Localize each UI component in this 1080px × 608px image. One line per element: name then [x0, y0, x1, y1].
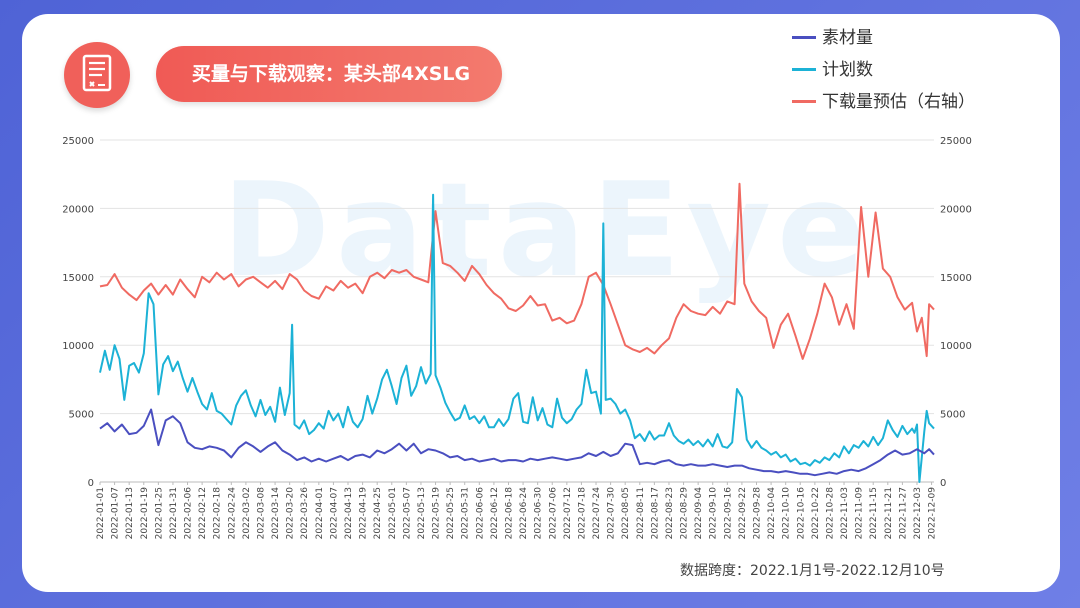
data-range-note: 数据跨度：2022.1月1号-2022.12月10号: [680, 563, 945, 579]
legend-label-materials: 素材量: [822, 28, 873, 48]
document-icon: [64, 42, 130, 108]
x-tick-label: 2022-04-07: [329, 487, 339, 539]
x-tick-label: 2022-01-01: [96, 487, 106, 539]
x-tick-label: 2022-11-09: [855, 487, 865, 540]
y-tick-label: 0: [88, 478, 94, 489]
y2-tick-label: 10000: [940, 341, 972, 352]
x-tick-label: 2022-08-05: [621, 487, 631, 539]
x-tick-label: 2022-09-28: [753, 487, 763, 540]
x-tick-label: 2022-06-24: [519, 487, 529, 540]
x-tick-label: 2022-07-24: [592, 487, 602, 540]
y2-tick-label: 15000: [940, 273, 972, 284]
x-tick-label: 2022-01-19: [140, 487, 150, 540]
series-downloads-line: [99, 182, 935, 360]
x-tick-label: 2022-10-10: [782, 487, 792, 540]
x-tick-label: 2022-03-08: [256, 487, 266, 540]
chart-legend: 素材量 计划数 下载量预估（右轴）: [792, 24, 1032, 124]
x-tick-label: 2022-08-29: [680, 487, 690, 540]
x-tick-label: 2022-09-04: [694, 487, 704, 540]
x-tick-label: 2022-03-14: [271, 487, 281, 540]
y-tick-label: 5000: [69, 410, 94, 421]
legend-label-plans: 计划数: [822, 60, 873, 80]
x-tick-label: 2022-12-03: [913, 487, 923, 539]
x-tick-label: 2022-02-06: [184, 487, 194, 540]
x-tick-label: 2022-02-24: [227, 487, 237, 540]
x-tick-label: 2022-06-06: [475, 487, 485, 540]
x-tick-label: 2022-03-02: [242, 487, 252, 539]
x-tick-label: 2022-01-13: [125, 487, 135, 539]
x-tick-label: 2022-01-07: [111, 487, 121, 539]
x-tick-label: 2022-04-19: [359, 487, 369, 540]
x-tick-label: 2022-05-01: [388, 487, 398, 539]
legend-swatch-materials: [792, 36, 816, 39]
x-tick-label: 2022-07-06: [548, 487, 558, 540]
x-tick-label: 2022-06-30: [534, 487, 544, 540]
x-tick-label: 2022-08-11: [636, 487, 646, 539]
x-tick-label: 2022-10-22: [811, 487, 821, 539]
x-tick-label: 2022-05-25: [446, 487, 456, 539]
x-tick-label: 2022-06-18: [504, 487, 514, 540]
legend-label-downloads: 下载量预估（右轴）: [822, 92, 975, 112]
watermark: DataEye: [222, 154, 872, 306]
chart-card: DataEye: [22, 14, 1060, 592]
x-tick-label: 2022-07-18: [577, 487, 587, 540]
x-tick-label: 2022-05-31: [461, 487, 471, 539]
series-materials-line: [99, 408, 935, 477]
x-tick-label: 2022-09-16: [723, 487, 733, 540]
x-tick-label: 2022-11-15: [869, 487, 879, 539]
x-tick-label: 2022-06-12: [490, 487, 500, 539]
title-banner: [156, 46, 502, 102]
x-tick-label: 2022-08-23: [665, 487, 675, 539]
y2-tick-label: 0: [940, 478, 946, 489]
x-tick-label: 2022-10-16: [796, 487, 806, 540]
y-tick-label: 20000: [62, 204, 94, 215]
x-tick-label: 2022-04-25: [373, 487, 383, 539]
page-title: 买量与下载观察：某头部4XSLG: [191, 63, 471, 85]
y2-tick-label: 5000: [940, 410, 965, 421]
x-tick-label: 2022-07-30: [607, 487, 617, 540]
x-tick-label: 2022-04-01: [315, 487, 325, 539]
y-tick-label: 25000: [62, 136, 94, 147]
x-tick-label: 2022-03-26: [300, 487, 310, 540]
x-tick-label: 2022-05-07: [402, 487, 412, 539]
x-tick-label: 2022-11-03: [840, 487, 850, 539]
series-plans-line: [99, 193, 935, 483]
x-tick-label: 2022-05-19: [432, 487, 442, 540]
y-tick-label: 15000: [62, 273, 94, 284]
x-tick-label: 2022-07-12: [563, 487, 573, 539]
y2-tick-label: 25000: [940, 136, 972, 147]
x-tick-label: 2022-08-17: [650, 487, 660, 539]
x-tick-label: 2022-02-18: [213, 487, 223, 540]
x-tick-label: 2022-12-09: [928, 487, 938, 540]
x-tick-label: 2022-03-20: [286, 487, 296, 540]
x-tick-label: 2022-11-21: [884, 487, 894, 539]
y2-tick-label: 20000: [940, 204, 972, 215]
x-tick-label: 2022-11-27: [898, 487, 908, 539]
x-tick-label: 2022-05-13: [417, 487, 427, 539]
x-tick-label: 2022-09-10: [709, 487, 719, 540]
x-tick-label: 2022-01-25: [154, 487, 164, 539]
x-tick-label: 2022-01-31: [169, 487, 179, 539]
x-tick-label: 2022-04-13: [344, 487, 354, 539]
legend-swatch-plans: [792, 68, 816, 71]
legend-swatch-downloads: [792, 100, 816, 103]
y-tick-label: 10000: [62, 341, 94, 352]
x-tick-label: 2022-10-28: [825, 487, 835, 540]
x-tick-label: 2022-09-22: [738, 487, 748, 539]
x-tick-label: 2022-10-04: [767, 487, 777, 540]
x-tick-label: 2022-02-12: [198, 487, 208, 539]
